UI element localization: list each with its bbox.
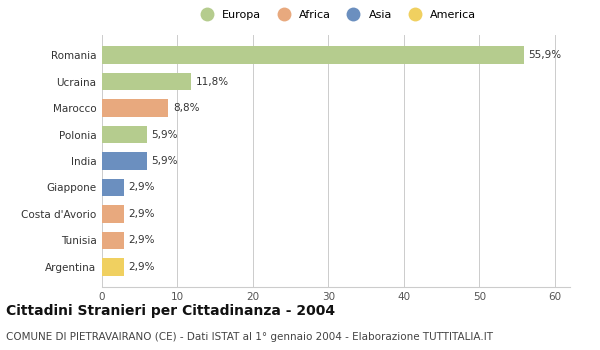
Text: 11,8%: 11,8% xyxy=(196,77,229,86)
Text: 2,9%: 2,9% xyxy=(128,209,155,219)
Text: 5,9%: 5,9% xyxy=(151,156,178,166)
Legend: Europa, Africa, Asia, America: Europa, Africa, Asia, America xyxy=(191,6,481,25)
Text: 2,9%: 2,9% xyxy=(128,262,155,272)
Bar xyxy=(102,99,169,117)
Text: 5,9%: 5,9% xyxy=(151,130,178,140)
Text: Cittadini Stranieri per Cittadinanza - 2004: Cittadini Stranieri per Cittadinanza - 2… xyxy=(6,304,335,318)
Text: 2,9%: 2,9% xyxy=(128,236,155,245)
Bar xyxy=(102,73,191,90)
Bar xyxy=(102,152,146,170)
Text: 8,8%: 8,8% xyxy=(173,103,199,113)
Bar xyxy=(102,205,124,223)
Bar xyxy=(102,126,146,143)
Text: COMUNE DI PIETRAVAIRANO (CE) - Dati ISTAT al 1° gennaio 2004 - Elaborazione TUTT: COMUNE DI PIETRAVAIRANO (CE) - Dati ISTA… xyxy=(6,332,493,343)
Bar xyxy=(102,47,524,64)
Bar xyxy=(102,232,124,249)
Text: 2,9%: 2,9% xyxy=(128,182,155,192)
Bar xyxy=(102,258,124,275)
Text: 55,9%: 55,9% xyxy=(529,50,562,60)
Bar xyxy=(102,179,124,196)
